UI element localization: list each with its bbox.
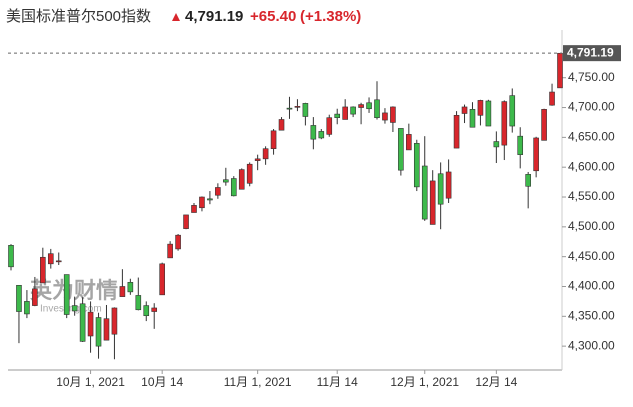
last-price-box — [563, 45, 621, 62]
y-tick-label: 4,450.00 — [568, 249, 615, 263]
candle-body — [63, 274, 70, 315]
candle-body — [246, 163, 253, 184]
price: 4,791.19 — [185, 8, 243, 25]
candle-body — [294, 106, 301, 108]
candle-body — [541, 109, 547, 141]
candle-body — [24, 301, 30, 315]
candle-body — [119, 286, 126, 297]
candle-body — [87, 311, 94, 337]
candle-body — [413, 143, 420, 188]
candle-body — [47, 253, 54, 265]
candle-body — [445, 171, 452, 199]
candle-body — [509, 95, 516, 127]
candle-body — [159, 263, 165, 296]
x-tick-label: 11月 1, 2021 — [224, 375, 292, 389]
candle-body — [71, 305, 78, 312]
candle-body — [366, 102, 372, 110]
candle-body — [270, 130, 277, 150]
candle-body — [215, 187, 221, 196]
candle-body — [557, 52, 563, 89]
y-tick-label: 4,650.00 — [568, 130, 615, 144]
y-tick-label: 4,300.00 — [568, 338, 615, 352]
y-tick-label: 4,400.00 — [568, 279, 615, 293]
candle-body — [374, 99, 380, 118]
x-tick-label: 11月 14 — [317, 375, 358, 389]
candle-body — [477, 100, 484, 116]
candle-body — [175, 234, 181, 250]
change: +65.40 — [250, 8, 296, 25]
candle-body — [302, 103, 309, 117]
candle-body — [278, 119, 285, 131]
watermark-sub: Investing.com — [40, 304, 102, 315]
candle-body — [127, 282, 134, 293]
candle-body — [286, 107, 293, 110]
candle-body — [310, 125, 317, 140]
candle-body — [151, 307, 158, 312]
y-tick-label: 4,750.00 — [568, 70, 615, 84]
candle-body — [318, 131, 325, 139]
candle-body — [254, 158, 261, 161]
chart-title: 美国标准普尔500指数 — [6, 8, 151, 25]
candle-body — [223, 179, 229, 183]
candle-body — [207, 198, 213, 201]
candle-body — [453, 114, 460, 149]
y-tick-label: 4,550.00 — [568, 189, 615, 203]
candle-body — [326, 117, 333, 135]
change-percent: (+1.38%) — [300, 8, 361, 25]
candle-body — [32, 288, 38, 306]
candle-body — [501, 101, 508, 146]
candle-body — [493, 141, 500, 148]
x-tick-label: 10月 1, 2021 — [56, 375, 125, 389]
candle-body — [183, 214, 189, 229]
y-tick-label: 4,350.00 — [568, 308, 615, 322]
up-arrow — [172, 13, 180, 21]
candle-body — [191, 205, 197, 213]
candle-body — [342, 106, 348, 120]
candle-body — [429, 180, 436, 225]
candle-body — [358, 104, 364, 108]
candle-body — [262, 148, 269, 160]
candle-body — [40, 256, 46, 284]
candle-body — [103, 318, 110, 341]
candle-body — [421, 165, 428, 220]
y-tick-label: 4,600.00 — [568, 159, 615, 173]
candle-body — [398, 128, 404, 171]
candle-body — [533, 137, 539, 172]
candle-body — [469, 109, 476, 128]
y-tick-label: 4,700.00 — [568, 100, 615, 114]
candle-body — [55, 260, 62, 263]
x-tick-label: 12月 1, 2021 — [390, 375, 459, 389]
candle-body — [143, 305, 150, 317]
candle-body — [525, 174, 531, 187]
candle-body — [549, 91, 555, 106]
candle-body — [95, 317, 102, 347]
candle-body — [111, 307, 118, 335]
x-tick-label: 10月 14 — [141, 375, 183, 389]
candle-body — [390, 106, 396, 123]
candle-body — [8, 245, 14, 268]
candle-body — [16, 284, 22, 312]
candle-body — [199, 196, 205, 209]
candle-body — [334, 113, 341, 118]
candle-body — [406, 134, 412, 151]
y-tick-label: 4,500.00 — [568, 219, 615, 233]
candle-body — [230, 178, 237, 197]
candle-body — [350, 106, 356, 115]
candle-body — [517, 135, 524, 155]
candle-body — [485, 100, 492, 127]
candle-body — [238, 169, 245, 190]
candle-body — [167, 243, 173, 259]
candle-body — [79, 303, 86, 342]
candle-body — [461, 106, 468, 114]
last-price-label: 4,791.19 — [567, 45, 614, 59]
candle-body — [135, 295, 142, 311]
candle-body — [382, 112, 388, 121]
candle-body — [437, 173, 444, 205]
x-tick-label: 12月 14 — [475, 375, 517, 389]
